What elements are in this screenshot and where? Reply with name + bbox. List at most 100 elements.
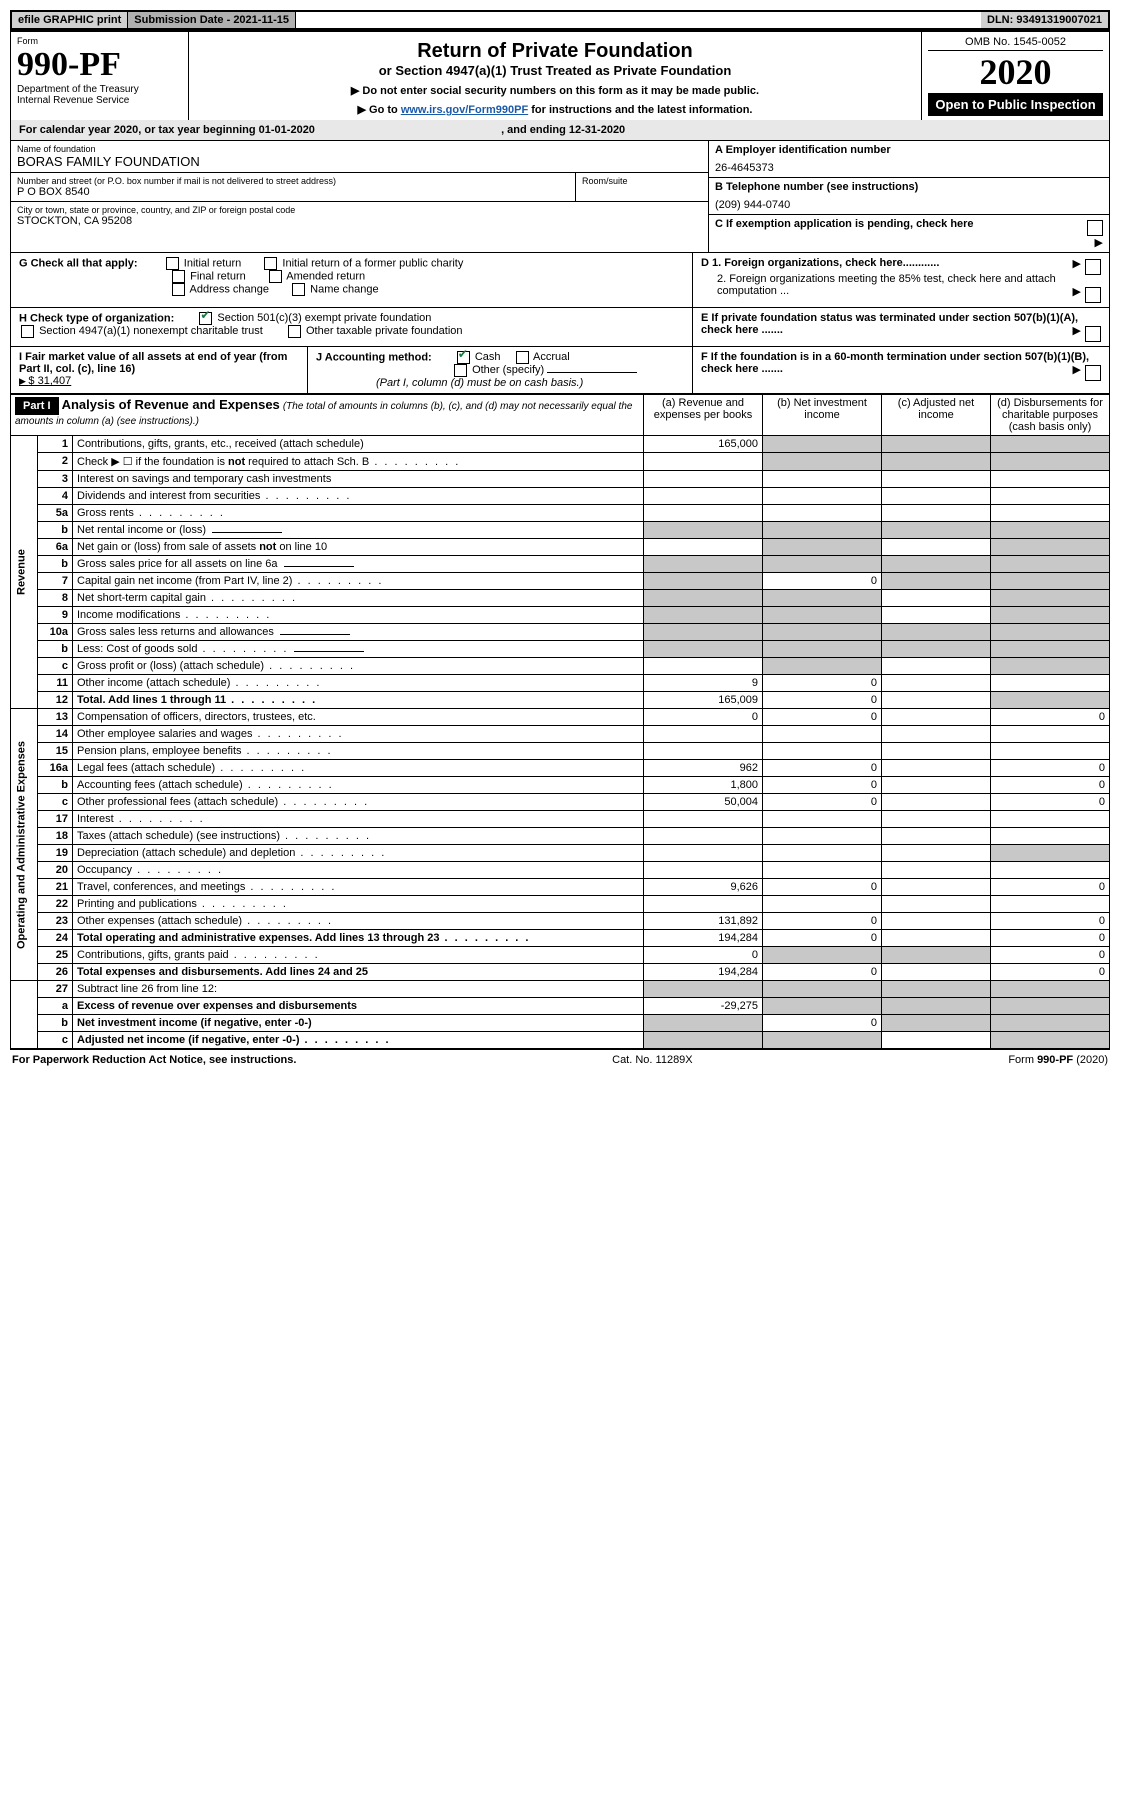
line-description: Travel, conferences, and meetings: [73, 879, 644, 896]
footer-right: Form 990-PF (2020): [1008, 1054, 1108, 1066]
chk-final[interactable]: [172, 270, 185, 283]
chk-addr-change[interactable]: [172, 283, 185, 296]
line-description: Contributions, gifts, grants paid: [73, 947, 644, 964]
cell-value: [644, 590, 763, 607]
cell-value: 0: [763, 879, 882, 896]
line-description: Contributions, gifts, grants, etc., rece…: [73, 436, 644, 453]
chk-other-method[interactable]: [454, 364, 467, 377]
form-label: Form: [17, 36, 182, 46]
cell-value: [882, 709, 991, 726]
cell-value: [991, 539, 1110, 556]
d1-checkbox[interactable]: [1085, 259, 1101, 275]
efile-label[interactable]: efile GRAPHIC print: [12, 12, 128, 28]
cell-value: [882, 658, 991, 675]
line-description: Compensation of officers, directors, tru…: [73, 709, 644, 726]
chk-cash[interactable]: [457, 351, 470, 364]
cell-value: 0: [991, 913, 1110, 930]
irs-link[interactable]: www.irs.gov/Form990PF: [401, 104, 528, 116]
line-number: b: [38, 556, 73, 573]
cell-value: [763, 828, 882, 845]
cell-value: 0: [991, 964, 1110, 981]
table-row: cGross profit or (loss) (attach schedule…: [11, 658, 1110, 675]
line-description: Total. Add lines 1 through 11: [73, 692, 644, 709]
chk-4947[interactable]: [21, 325, 34, 338]
dept-treasury: Department of the Treasury: [17, 84, 182, 95]
chk-initial-former[interactable]: [264, 257, 277, 270]
table-row: 21Travel, conferences, and meetings9,626…: [11, 879, 1110, 896]
line-number: 7: [38, 573, 73, 590]
line-description: Printing and publications: [73, 896, 644, 913]
table-row: 20Occupancy: [11, 862, 1110, 879]
chk-accrual[interactable]: [516, 351, 529, 364]
cell-value: 0: [991, 947, 1110, 964]
cell-value: 0: [991, 777, 1110, 794]
line-description: Occupancy: [73, 862, 644, 879]
table-row: 25Contributions, gifts, grants paid00: [11, 947, 1110, 964]
cell-value: [991, 1015, 1110, 1032]
cell-value: [991, 488, 1110, 505]
section-label: [11, 981, 38, 1049]
cell-value: [882, 436, 991, 453]
cell-value: [882, 811, 991, 828]
cell-value: [991, 828, 1110, 845]
cell-value: [882, 471, 991, 488]
table-row: 24Total operating and administrative exp…: [11, 930, 1110, 947]
chk-initial[interactable]: [166, 257, 179, 270]
cell-value: [882, 726, 991, 743]
cell-value: [644, 607, 763, 624]
line-number: 16a: [38, 760, 73, 777]
cell-value: [991, 675, 1110, 692]
line-description: Legal fees (attach schedule): [73, 760, 644, 777]
chk-other-taxable[interactable]: [288, 325, 301, 338]
d2-label: 2. Foreign organizations meeting the 85%…: [717, 273, 1056, 297]
line-number: 23: [38, 913, 73, 930]
cell-value: 0: [991, 794, 1110, 811]
cell-value: 165,009: [644, 692, 763, 709]
cell-value: [991, 453, 1110, 471]
chk-amended[interactable]: [269, 270, 282, 283]
cell-value: [763, 488, 882, 505]
cell-value: [882, 607, 991, 624]
col-a-header: (a) Revenue and expenses per books: [644, 395, 763, 436]
line-number: b: [38, 777, 73, 794]
d2-checkbox[interactable]: [1085, 287, 1101, 303]
cell-value: [882, 1015, 991, 1032]
cell-value: [882, 777, 991, 794]
line-number: 4: [38, 488, 73, 505]
cell-value: [644, 743, 763, 760]
line-number: c: [38, 1032, 73, 1049]
cell-value: [763, 845, 882, 862]
cell-value: [763, 641, 882, 658]
table-row: 27Subtract line 26 from line 12:: [11, 981, 1110, 998]
c-label: C If exemption application is pending, c…: [715, 218, 974, 230]
c-checkbox[interactable]: [1087, 220, 1103, 236]
line-number: 17: [38, 811, 73, 828]
cell-value: 0: [763, 930, 882, 947]
cell-value: [763, 998, 882, 1015]
address-value: P O BOX 8540: [17, 186, 569, 198]
cell-value: 0: [763, 794, 882, 811]
cell-value: [882, 845, 991, 862]
f-checkbox[interactable]: [1085, 365, 1101, 381]
cell-value: [882, 743, 991, 760]
cell-value: [882, 641, 991, 658]
table-row: bAccounting fees (attach schedule)1,8000…: [11, 777, 1110, 794]
line-description: Less: Cost of goods sold: [73, 641, 644, 658]
cell-value: [991, 471, 1110, 488]
dln-label: DLN: 93491319007021: [981, 12, 1108, 28]
open-public: Open to Public Inspection: [928, 93, 1103, 116]
cell-value: 131,892: [644, 913, 763, 930]
e-checkbox[interactable]: [1085, 326, 1101, 342]
cell-value: [644, 522, 763, 539]
line-number: 5a: [38, 505, 73, 522]
cell-value: 0: [991, 760, 1110, 777]
cell-value: 962: [644, 760, 763, 777]
table-row: 3Interest on savings and temporary cash …: [11, 471, 1110, 488]
cell-value: [763, 862, 882, 879]
table-row: bNet investment income (if negative, ent…: [11, 1015, 1110, 1032]
g-label: G Check all that apply:: [19, 257, 138, 269]
chk-501c3[interactable]: [199, 312, 212, 325]
city-label: City or town, state or province, country…: [17, 205, 702, 215]
tax-year: 2020: [928, 51, 1103, 93]
chk-name-change[interactable]: [292, 283, 305, 296]
